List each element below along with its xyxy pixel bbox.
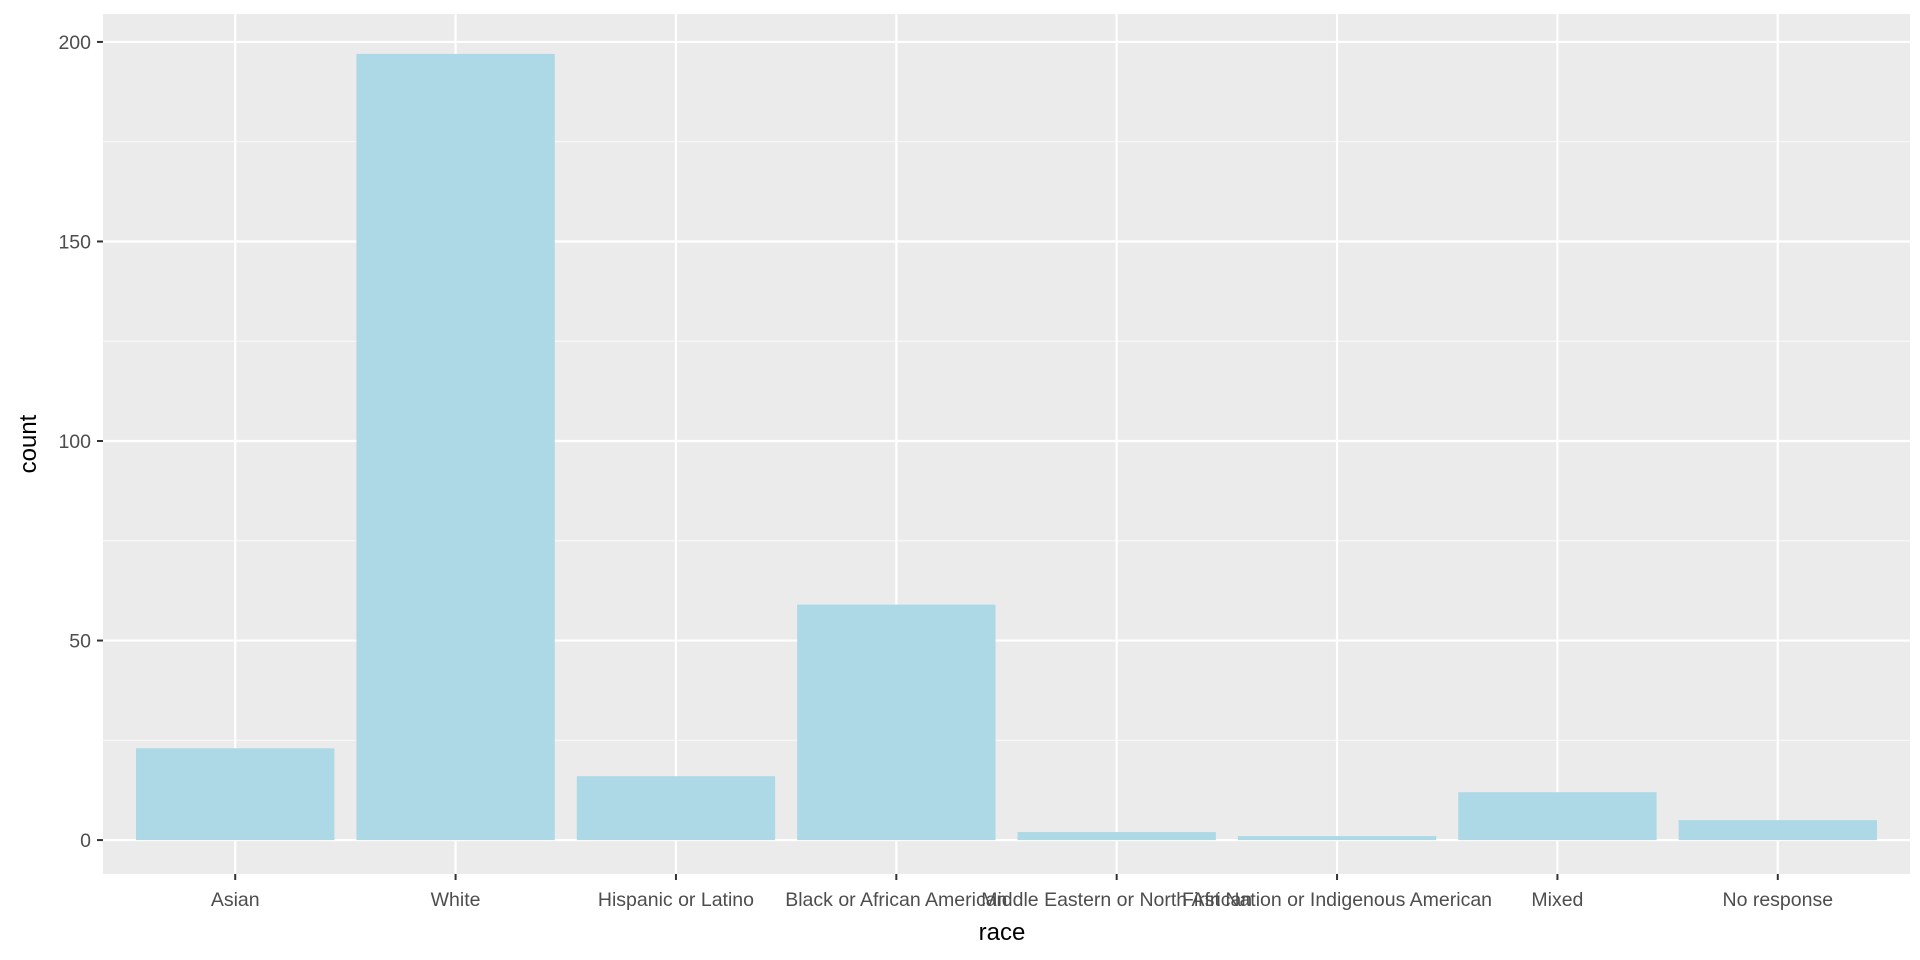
y-tick-label: 0 [80,830,91,852]
bar [136,748,335,841]
bar [1017,832,1216,841]
y-axis: 0 50 100 150 200 [58,32,103,852]
x-tick-label: Middle Eastern or North African [981,889,1252,911]
x-tick-label: First Nation or Indigenous American [1182,889,1492,911]
y-tick-label: 200 [58,32,91,54]
x-tick-label: Hispanic or Latino [598,889,754,911]
x-tick-label: Black or African American [785,889,1007,911]
bar [1678,820,1877,841]
x-tick-label: Asian [211,889,260,911]
bar [356,53,555,841]
y-tick-label: 100 [58,431,91,453]
y-tick-label: 50 [69,631,91,653]
x-tick-label: White [431,889,481,911]
y-axis-title: count [15,414,42,473]
bar [576,776,776,841]
x-tick-label: No response [1722,889,1833,911]
bar [1458,792,1657,841]
x-axis-title: race [979,919,1026,946]
x-tick-label: Mixed [1531,889,1583,911]
y-tick-label: 150 [58,231,91,253]
x-axis: Asian White Hispanic or Latino Black or Afr… [211,874,1833,911]
bars [136,53,1877,841]
bar [797,604,996,841]
bar [1237,836,1437,841]
